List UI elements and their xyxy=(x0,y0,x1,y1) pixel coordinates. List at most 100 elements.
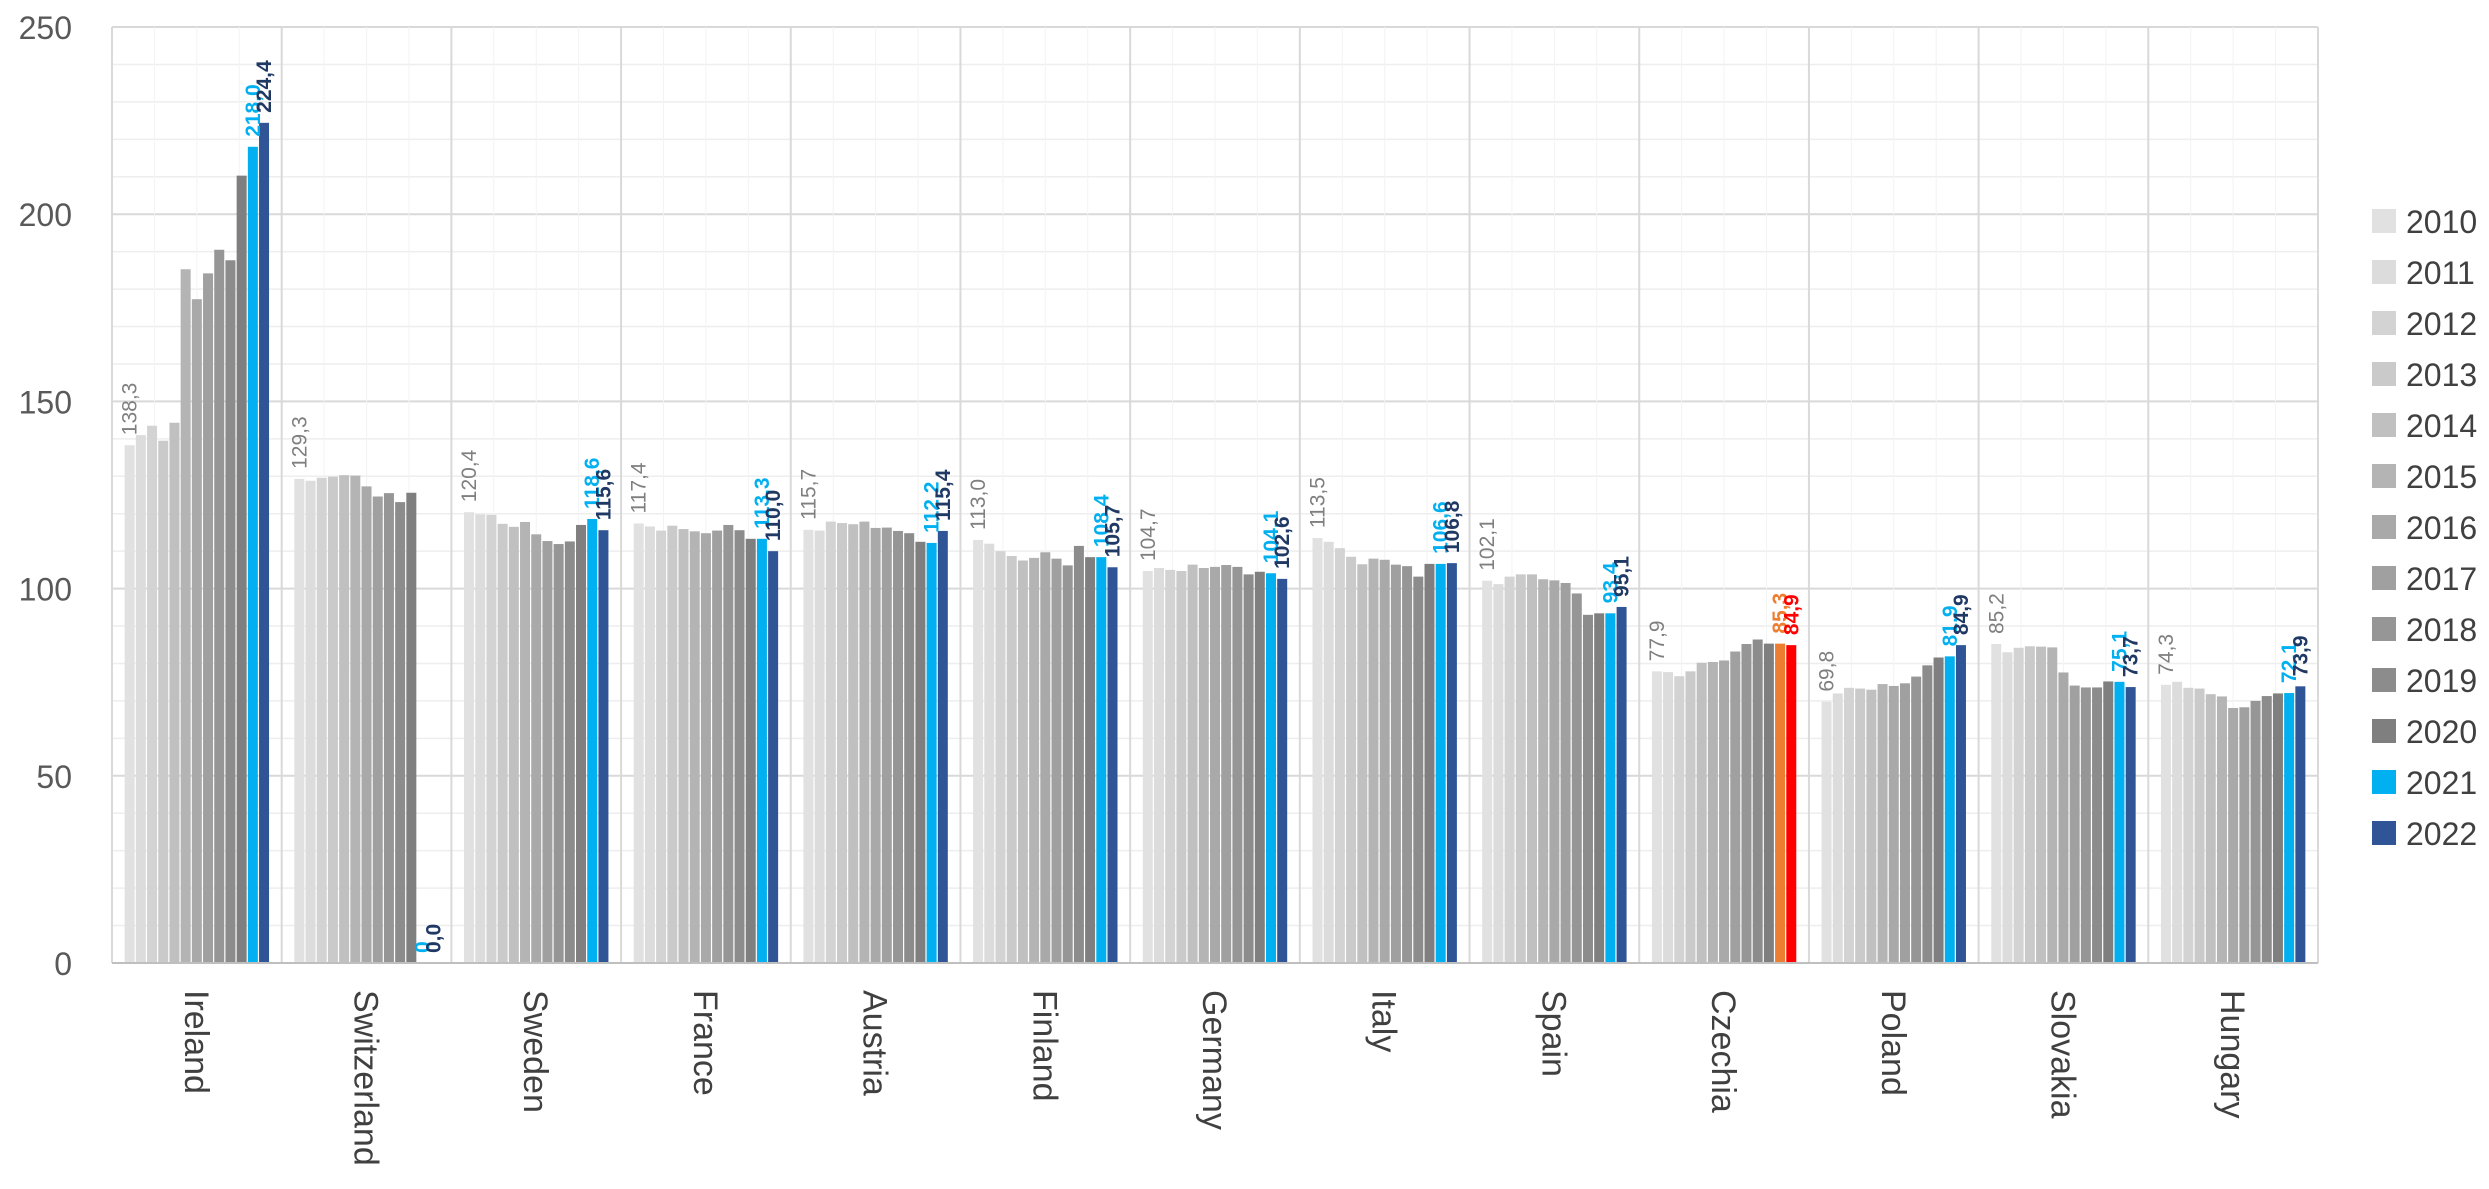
bar-germany-2017 xyxy=(1221,565,1232,963)
bar-hungary-2013 xyxy=(2194,688,2205,963)
bar-italy-2017 xyxy=(1390,564,1401,963)
bar-ireland-2011 xyxy=(135,435,146,963)
legend-label-2010: 2010 xyxy=(2406,204,2477,240)
bar-switzerland-2018 xyxy=(383,493,394,963)
bar-hungary-2014 xyxy=(2205,694,2216,963)
bar-finland-2010 xyxy=(973,539,984,963)
bar-italy-2021 xyxy=(1435,563,1446,963)
data-label-2010: 74,3 xyxy=(2155,634,2178,675)
bar-finland-2014 xyxy=(1017,560,1028,963)
legend-swatch-2014 xyxy=(2372,413,2396,437)
data-label-2010: 117,4 xyxy=(628,462,651,513)
x-tick-label: Switzerland xyxy=(347,990,385,1166)
bar-france-2021 xyxy=(756,538,767,963)
data-label-2010: 113,0 xyxy=(967,479,990,530)
x-tick-label: Sweden xyxy=(516,990,554,1113)
bar-germany-2016 xyxy=(1210,566,1220,963)
legend-label-2011: 2011 xyxy=(2406,255,2475,291)
bar-hungary-2022 xyxy=(2295,686,2306,963)
bar-germany-2012 xyxy=(1165,569,1176,963)
legend-label-2022: 2022 xyxy=(2406,816,2477,852)
bar-sweden-2017 xyxy=(542,541,553,963)
bar-finland-2022 xyxy=(1107,567,1118,963)
bar-czechia-2018 xyxy=(1741,644,1752,963)
bar-germany-2021 xyxy=(1266,573,1276,963)
bar-spain-2020 xyxy=(1594,613,1605,963)
bar-czechia-2021 xyxy=(1775,643,1786,963)
bar-hungary-2015 xyxy=(2216,696,2227,963)
bar-france-2014 xyxy=(678,529,689,963)
bar-switzerland-2016 xyxy=(361,486,372,963)
bar-sweden-2014 xyxy=(508,526,519,963)
bar-poland-2019 xyxy=(1922,665,1933,963)
bar-germany-2010 xyxy=(1142,571,1153,963)
bar-switzerland-2019 xyxy=(395,502,406,963)
data-label-2021: 72,1 xyxy=(2278,642,2301,683)
bar-spain-2022 xyxy=(1616,606,1627,963)
bar-ireland-2018 xyxy=(214,249,225,963)
bar-sweden-2022 xyxy=(598,530,609,963)
data-label-2021: 104,1 xyxy=(1260,510,1283,563)
legend-swatch-2020 xyxy=(2372,719,2396,743)
bar-slovakia-2021 xyxy=(2114,681,2125,963)
legend-label-2017: 2017 xyxy=(2406,561,2477,597)
legend-swatch-2013 xyxy=(2372,362,2396,386)
legend-swatch-2010 xyxy=(2372,209,2396,233)
bar-finland-2018 xyxy=(1062,565,1073,963)
bar-slovakia-2014 xyxy=(2036,646,2047,963)
bar-sweden-2020 xyxy=(576,524,587,963)
bar-spain-2018 xyxy=(1571,593,1582,963)
bar-finland-2016 xyxy=(1040,552,1051,963)
bar-austria-2012 xyxy=(825,521,836,963)
data-label-2021: 106,6 xyxy=(1430,501,1453,554)
y-tick-label: 0 xyxy=(54,946,72,982)
bar-slovakia-2012 xyxy=(2013,647,2024,963)
data-label-2022: 102,6 xyxy=(1271,516,1294,569)
bar-czechia-2010 xyxy=(1651,671,1662,963)
data-label-2010: 102,1 xyxy=(1476,518,1499,571)
data-label-2022: 115,6 xyxy=(592,469,615,520)
bar-france-2022 xyxy=(768,551,779,963)
bar-spain-2021 xyxy=(1605,613,1616,963)
data-label-2022: 95,1 xyxy=(1611,556,1634,597)
bar-slovakia-2016 xyxy=(2058,672,2069,963)
bar-spain-2017 xyxy=(1560,582,1571,963)
legend-label-2021: 2021 xyxy=(2406,765,2477,801)
data-label-2022: 0,0 xyxy=(423,924,446,953)
legend-label-2014: 2014 xyxy=(2406,408,2477,444)
data-label-2010: 85,2 xyxy=(1985,593,2008,634)
bar-slovakia-2022 xyxy=(2125,687,2136,963)
data-label-2022: 105,7 xyxy=(1102,505,1125,558)
bar-poland-2018 xyxy=(1911,676,1922,963)
bar-france-2016 xyxy=(700,533,711,963)
bar-germany-2015 xyxy=(1198,568,1209,963)
bar-austria-2013 xyxy=(837,523,848,963)
bar-spain-2016 xyxy=(1549,580,1560,963)
bar-finland-2013 xyxy=(1006,556,1017,963)
bar-switzerland-2012 xyxy=(316,477,327,963)
data-label-2022: 73,9 xyxy=(2289,635,2312,676)
bar-poland-2014 xyxy=(1866,689,1877,963)
bar-czechia-2022 xyxy=(1786,645,1797,963)
bar-ireland-2017 xyxy=(203,273,214,963)
x-tick-label: Slovakia xyxy=(2043,990,2081,1119)
bar-france-2018 xyxy=(723,524,734,963)
bar-sweden-2011 xyxy=(475,514,486,963)
data-label-2010: 115,7 xyxy=(797,469,820,520)
bar-austria-2018 xyxy=(893,530,904,963)
bar-austria-2017 xyxy=(881,527,892,963)
bar-slovakia-2010 xyxy=(1991,644,2002,963)
y-tick-label: 50 xyxy=(36,759,72,795)
data-label-2021: 0 xyxy=(412,941,435,953)
bar-spain-2012 xyxy=(1504,576,1515,963)
x-tick-label: France xyxy=(686,990,724,1096)
bar-sweden-2013 xyxy=(497,523,508,963)
legend-label-2012: 2012 xyxy=(2406,306,2477,342)
bar-germany-2013 xyxy=(1176,571,1187,963)
bar-czechia-2016 xyxy=(1719,660,1730,963)
x-tick-label: Czechia xyxy=(1704,990,1742,1113)
bar-germany-2014 xyxy=(1187,564,1198,963)
legend-label-2020: 2020 xyxy=(2406,714,2477,750)
x-tick-label: Ireland xyxy=(177,990,215,1094)
bar-finland-2017 xyxy=(1051,558,1062,963)
